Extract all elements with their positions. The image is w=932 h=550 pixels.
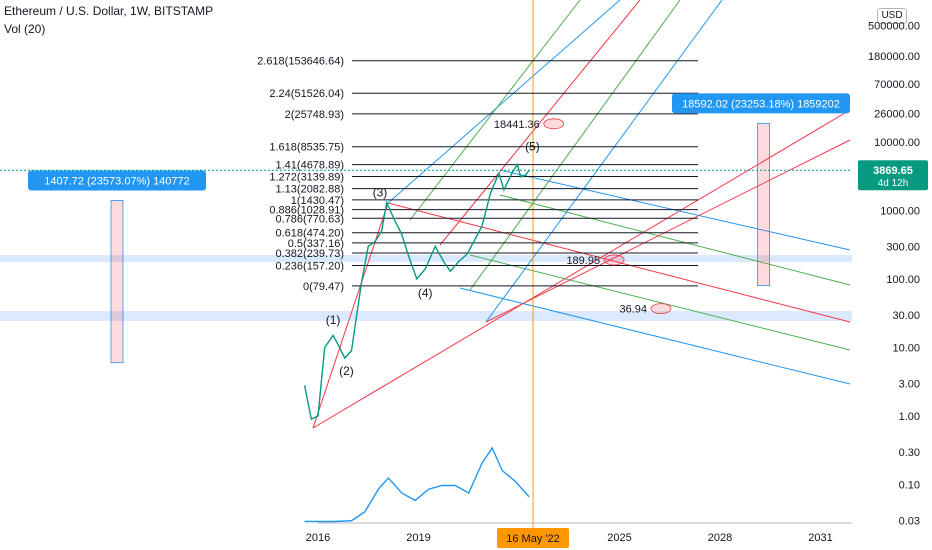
volume-line <box>304 446 530 523</box>
wave-label: (4) <box>418 286 433 300</box>
annotation-marker <box>650 303 672 315</box>
wave-label: (5) <box>525 140 540 154</box>
x-axis-tick-label: 2031 <box>808 532 832 544</box>
pitchfork-line <box>387 202 851 323</box>
fib-level-label: 0.618(474.20) <box>276 228 345 240</box>
wave-label: (1) <box>326 313 341 327</box>
range-measure-label: 1407.72 (23573.07%) 140772 <box>44 175 190 187</box>
fib-level-label: 1(1430.47) <box>291 195 344 207</box>
price-range-measure <box>110 200 124 364</box>
cursor-date-label: 16 May '22 <box>506 533 559 545</box>
pitchfork-line <box>459 287 851 385</box>
pitchfork-line <box>312 109 851 429</box>
x-axis-tick-label: 2028 <box>708 532 732 544</box>
pitchfork-line <box>409 0 581 221</box>
currency-toggle-button[interactable]: USD <box>877 8 907 24</box>
y-axis-tick-label: 180000.00 <box>868 51 920 63</box>
fib-level-label: 2.24(51526.04) <box>269 88 344 100</box>
range-measure-label: 18592.02 (23253.18%) 1859202 <box>682 98 840 110</box>
x-axis-tick-label: 2016 <box>306 532 330 544</box>
pitchfork-line <box>469 254 851 351</box>
fib-level-label: 2.618(153646.64) <box>257 56 344 68</box>
volume-indicator-label: Vol (20) <box>4 22 46 36</box>
y-axis-tick-label: 0.30 <box>899 447 920 459</box>
fib-level-label: 1.618(8535.75) <box>269 142 344 154</box>
fib-level-label: 0.236(157.20) <box>276 261 345 273</box>
fib-level-label: 0(79.47) <box>303 281 344 293</box>
price-range-measure <box>757 122 770 287</box>
pitchfork-line <box>485 0 723 323</box>
y-axis-tick-label: 0.10 <box>899 480 920 492</box>
pitchfork-line <box>485 139 851 323</box>
y-axis-tick-label: 0.03 <box>899 515 920 527</box>
annotation-label: 36.94 <box>619 304 647 316</box>
range-measure-label-bg <box>672 93 850 114</box>
fib-level-label: 0.382(239.73) <box>276 248 345 260</box>
current-price-badge <box>858 160 928 191</box>
price-line <box>303 162 530 421</box>
pitchfork-line <box>499 194 851 286</box>
current-price-label: 3869.65 <box>873 165 913 177</box>
y-axis-tick-label: 10000.00 <box>874 137 920 149</box>
y-axis-tick-label: 500000.00 <box>868 21 920 33</box>
pitchfork-line <box>439 0 641 246</box>
wave-label: (2) <box>339 364 354 378</box>
support-zone-band <box>0 311 852 321</box>
annotation-marker <box>543 118 565 130</box>
y-axis-tick-label: 10.00 <box>892 343 920 355</box>
fib-level-label: 1.41(4678.89) <box>276 160 345 172</box>
cursor-date-badge <box>497 528 569 548</box>
range-measure-label-bg <box>28 170 206 191</box>
y-axis-tick-label: 1000.00 <box>880 206 920 218</box>
chart-symbol-title: Ethereum / U.S. Dollar, 1W, BITSTAMP <box>4 4 214 18</box>
fib-level-label: 1.13(2082.88) <box>276 184 345 196</box>
support-zone-band <box>0 255 852 262</box>
bar-countdown-label: 4d 12h <box>878 178 909 189</box>
x-axis-tick-label: 2025 <box>607 532 631 544</box>
y-axis-tick-label: 1.00 <box>899 411 920 423</box>
annotation-label: 18441.36 <box>494 119 540 131</box>
fib-level-label: 0.886(1028.91) <box>269 205 344 217</box>
fib-level-label: 0.786(770.63) <box>276 213 345 225</box>
y-axis-tick-label: 1400000.00 <box>862 0 920 2</box>
pitchfork-line <box>387 0 621 204</box>
y-axis-tick-label: 3.00 <box>899 378 920 390</box>
annotation-marker <box>603 254 625 266</box>
wave-label: (3) <box>373 186 388 200</box>
fib-level-label: 0.5(337.16) <box>288 238 344 250</box>
fib-level-label: 1.272(3139.89) <box>269 171 344 183</box>
y-axis-tick-label: 70000.00 <box>874 79 920 91</box>
fib-level-label: 2(25748.93) <box>285 109 344 121</box>
y-axis-tick-label: 26000.00 <box>874 109 920 121</box>
y-axis-tick-label: 30.00 <box>892 310 920 322</box>
annotation-label: 189.95 <box>566 255 600 267</box>
y-axis-tick-label: 100.00 <box>886 274 920 286</box>
pitchfork-line <box>469 0 681 291</box>
y-axis-tick-label: 300.00 <box>886 241 920 253</box>
x-axis-tick-label: 2019 <box>406 532 430 544</box>
